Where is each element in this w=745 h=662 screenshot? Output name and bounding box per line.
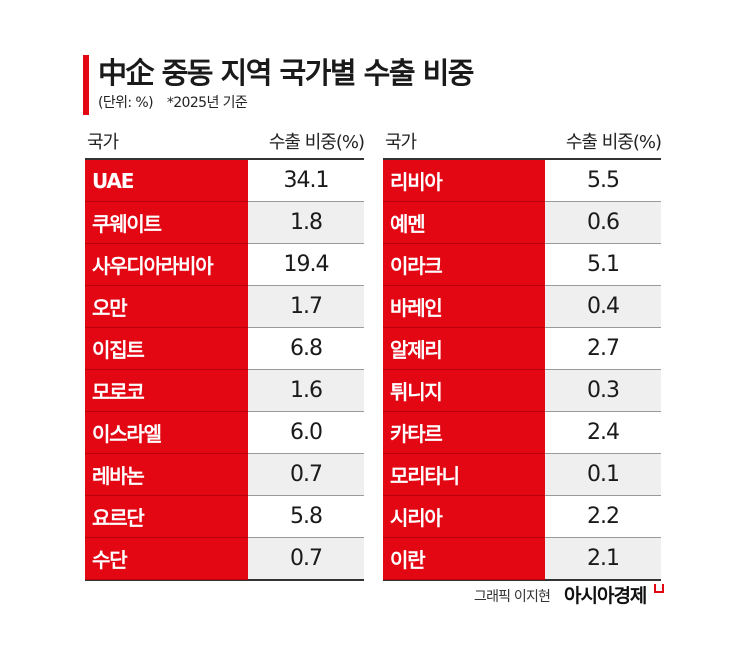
table-row: 모로코 1.6 xyxy=(85,370,364,412)
country-cell: UAE xyxy=(85,160,248,202)
table-row: 이스라엘 6.0 xyxy=(85,412,364,454)
share-cell: 2.1 xyxy=(545,538,661,579)
table-row: 리비아 5.5 xyxy=(383,160,661,202)
table-row: 예멘 0.6 xyxy=(383,202,661,244)
table-row: 오만 1.7 xyxy=(85,286,364,328)
page-title: 中企 중동 지역 국가별 수출 비중 xyxy=(98,56,474,90)
country-cell: 오만 xyxy=(85,286,248,328)
country-cell: 이라크 xyxy=(383,244,545,286)
table-row: 이라크 5.1 xyxy=(383,244,661,286)
table-header: 국가 수출 비중(%) xyxy=(383,124,662,160)
brand-logo-text: 아시아경제 xyxy=(564,585,647,607)
table-header: 국가 수출 비중(%) xyxy=(85,124,365,160)
table-row: 바레인 0.4 xyxy=(383,286,661,328)
share-cell: 2.2 xyxy=(545,496,661,537)
share-cell: 6.8 xyxy=(248,328,364,369)
country-cell: 리비아 xyxy=(383,160,545,202)
table-row: 사우디아라비아 19.4 xyxy=(85,244,364,286)
title-accent-bar xyxy=(83,55,89,115)
share-cell: 0.7 xyxy=(248,454,364,495)
share-cell: 5.1 xyxy=(545,244,661,285)
share-cell: 5.8 xyxy=(248,496,364,537)
share-cell: 2.7 xyxy=(545,328,661,369)
table-row: 이란 2.1 xyxy=(383,538,661,581)
country-cell: 쿠웨이트 xyxy=(85,202,248,244)
share-cell: 0.3 xyxy=(545,370,661,411)
share-cell: 0.6 xyxy=(545,202,661,243)
brand-mark-icon xyxy=(654,584,664,593)
table-row: 요르단 5.8 xyxy=(85,496,364,538)
table-row: 모리타니 0.1 xyxy=(383,454,661,496)
table-row: 레바논 0.7 xyxy=(85,454,364,496)
column-header-country: 국가 xyxy=(385,132,417,153)
share-cell: 0.1 xyxy=(545,454,661,495)
share-cell: 34.1 xyxy=(248,160,364,201)
table-row: 쿠웨이트 1.8 xyxy=(85,202,364,244)
subtitle: (단위: %) *2025년 기준 xyxy=(98,92,257,112)
country-cell: 수단 xyxy=(85,538,248,580)
share-cell: 6.0 xyxy=(248,412,364,453)
graphic-credit: 그래픽 이지현 xyxy=(474,589,551,605)
share-cell: 19.4 xyxy=(248,244,364,285)
column-header-share: 수출 비중(%) xyxy=(565,132,662,153)
country-cell: 모리타니 xyxy=(383,454,545,496)
table-row: 이집트 6.8 xyxy=(85,328,364,370)
share-cell: 5.5 xyxy=(545,160,661,201)
table-row: 알제리 2.7 xyxy=(383,328,661,370)
country-cell: 시리아 xyxy=(383,496,545,538)
table-row: UAE 34.1 xyxy=(85,160,364,202)
share-cell: 0.7 xyxy=(248,538,364,579)
share-cell: 2.4 xyxy=(545,412,661,453)
country-cell: 이집트 xyxy=(85,328,248,370)
country-cell: 요르단 xyxy=(85,496,248,538)
basis-note: *2025년 기준 xyxy=(166,95,248,111)
share-cell: 1.7 xyxy=(248,286,364,327)
share-cell: 1.8 xyxy=(248,202,364,243)
right-table: 국가 수출 비중(%) 리비아 5.5 예멘 0.6 이라크 5.1 바레인 0.4 알… xyxy=(383,124,662,581)
share-cell: 1.6 xyxy=(248,370,364,411)
country-cell: 카타르 xyxy=(383,412,545,454)
country-cell: 예멘 xyxy=(383,202,545,244)
country-cell: 알제리 xyxy=(383,328,545,370)
table-row: 카타르 2.4 xyxy=(383,412,661,454)
share-cell: 0.4 xyxy=(545,286,661,327)
left-table: 국가 수출 비중(%) UAE 34.1 쿠웨이트 1.8 사우디아라비아 19.4 … xyxy=(85,124,365,581)
country-cell: 레바논 xyxy=(85,454,248,496)
column-header-share: 수출 비중(%) xyxy=(268,132,365,153)
country-cell: 이란 xyxy=(383,538,545,580)
country-cell: 바레인 xyxy=(383,286,545,328)
unit-note: (단위: %) xyxy=(98,95,154,111)
table-row: 수단 0.7 xyxy=(85,538,364,581)
country-cell: 모로코 xyxy=(85,370,248,412)
country-cell: 사우디아라비아 xyxy=(85,244,248,286)
country-cell: 이스라엘 xyxy=(85,412,248,454)
country-cell: 튀니지 xyxy=(383,370,545,412)
column-header-country: 국가 xyxy=(87,132,119,153)
table-row: 시리아 2.2 xyxy=(383,496,661,538)
table-row: 튀니지 0.3 xyxy=(383,370,661,412)
